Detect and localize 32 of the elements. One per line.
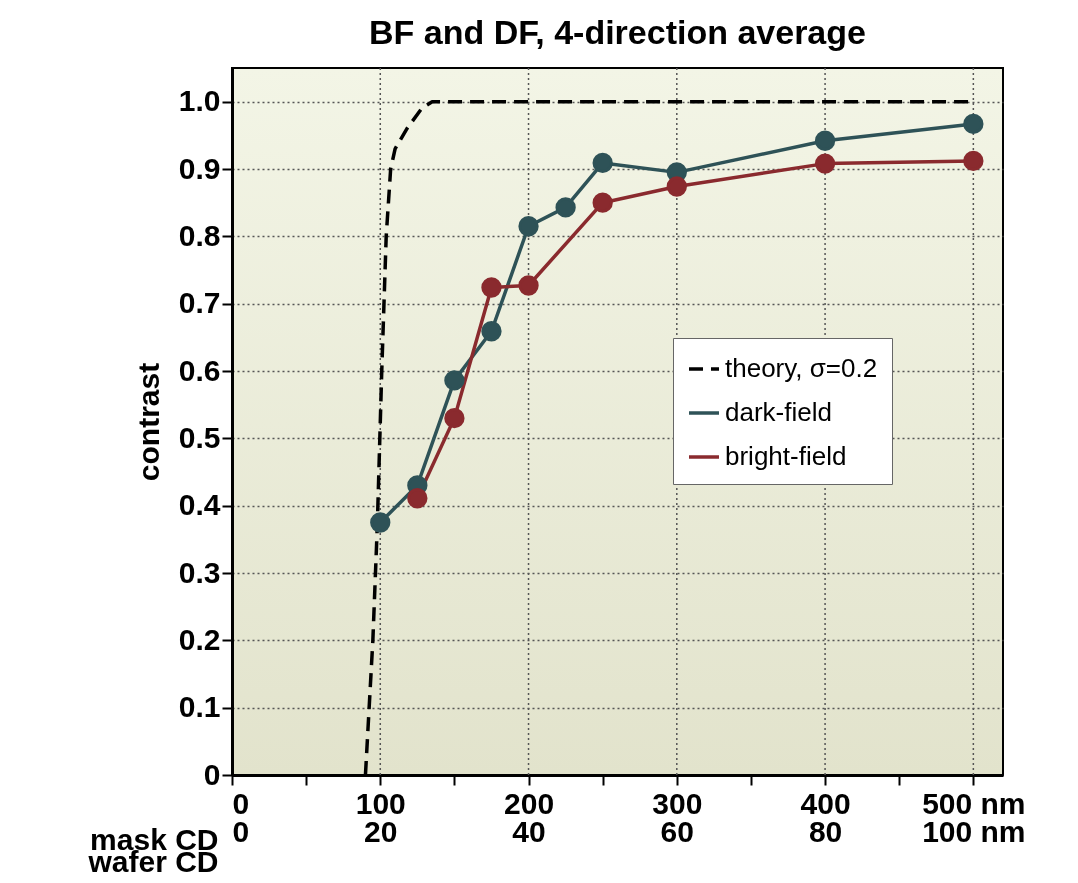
point (481, 321, 502, 342)
point (963, 113, 984, 135)
y-tick-label: 0.5 (178, 420, 221, 454)
point (444, 370, 465, 391)
point (963, 150, 984, 172)
point (666, 176, 687, 197)
point (518, 216, 539, 237)
y-tick-label: 0.4 (178, 488, 221, 522)
point (814, 130, 836, 151)
chart-title: BF and DF, 4-direction average (369, 13, 866, 52)
y-tick-label: 0.8 (178, 218, 221, 252)
y-tick-label: 0.1 (178, 690, 221, 724)
point (518, 275, 539, 296)
point (370, 512, 391, 533)
y-tick-label: 0 (203, 757, 221, 791)
y-axis-title: contrast (131, 362, 165, 482)
y-tick-label: 0.9 (178, 151, 221, 185)
point (407, 488, 428, 509)
y-tick-label: 0.3 (178, 555, 221, 589)
legend-label: bright-field (725, 441, 847, 471)
y-tick-label: 0.6 (178, 353, 221, 387)
y-tick-label: 0.7 (178, 286, 221, 320)
point (814, 153, 836, 174)
point (592, 192, 613, 213)
point (481, 277, 502, 298)
y-tick-label: 1.0 (178, 84, 221, 118)
y-tick-label: 0.2 (178, 622, 221, 656)
point (444, 407, 465, 429)
point (592, 152, 613, 174)
legend-label: dark-field (725, 397, 832, 427)
point (555, 197, 576, 218)
legend-label: theory, σ=0.2 (725, 353, 878, 383)
